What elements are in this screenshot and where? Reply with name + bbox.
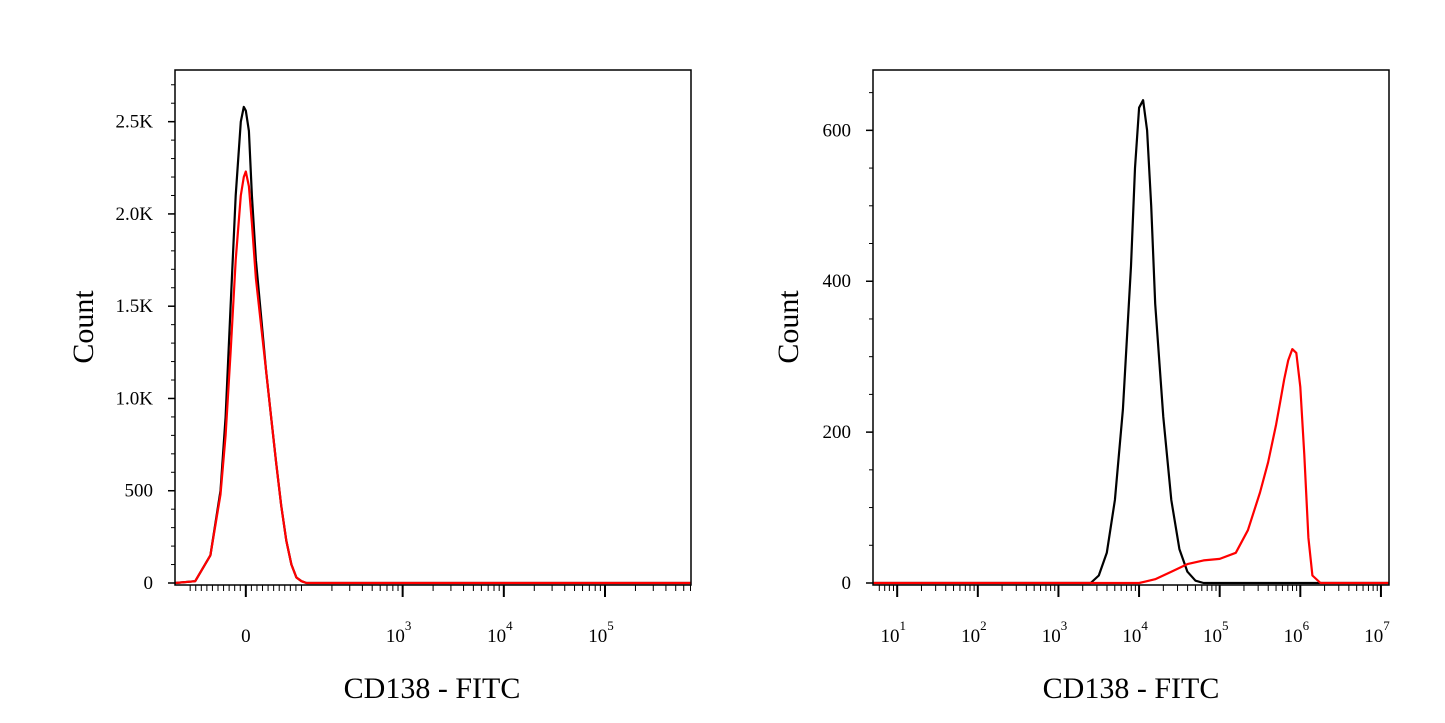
y-tick-label: 200 (823, 422, 852, 443)
right-y-axis-title: Count (772, 290, 805, 364)
y-tick-label: 0 (842, 573, 852, 594)
right-x-axis-title: CD138 - FITC (1043, 672, 1220, 705)
red-histogram-line (873, 348, 1389, 585)
red-histogram-line (174, 170, 691, 585)
y-tick-label: 600 (823, 120, 852, 141)
y-tick-label: 1.5K (116, 296, 154, 317)
y-tick-label: 500 (125, 481, 154, 502)
left-x-axis-title: CD138 - FITC (344, 672, 521, 705)
x-tick-label: 0 (241, 626, 251, 647)
left-plot-frame (174, 69, 692, 586)
left-series (174, 105, 691, 585)
left-y-axis-title: Count (67, 290, 100, 364)
y-tick-label: 0 (144, 573, 154, 594)
y-tick-label: 400 (823, 271, 852, 292)
y-tick-label: 2.5K (116, 112, 154, 133)
right-plot-frame (872, 69, 1390, 586)
black-histogram-line (873, 99, 1389, 585)
y-tick-label: 1.0K (116, 388, 154, 409)
y-tick-label: 2.0K (116, 204, 154, 225)
right-ticks (866, 92, 1382, 597)
right-series (873, 99, 1389, 585)
